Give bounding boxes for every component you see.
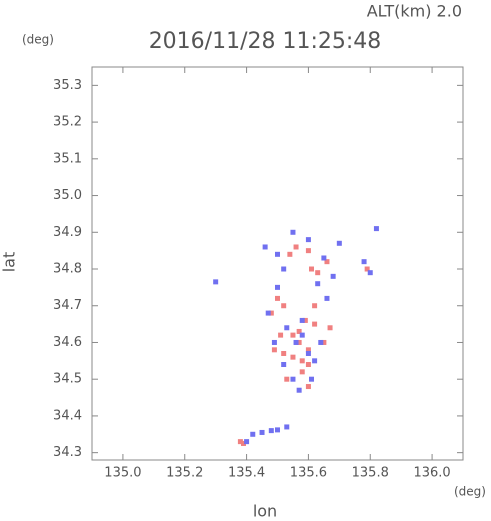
point (373, 226, 379, 232)
point (275, 251, 280, 257)
point (305, 237, 311, 243)
point (275, 295, 280, 301)
y-tick-label: 35.2 (53, 115, 82, 130)
point (296, 328, 302, 334)
y-tick-label: 34.7 (53, 298, 82, 313)
x-tick-label: 135.2 (166, 466, 203, 481)
point (364, 266, 370, 272)
point (312, 303, 318, 309)
point (305, 350, 311, 356)
point (321, 255, 327, 261)
point (259, 429, 265, 435)
x-tick-label: 135.0 (104, 466, 141, 481)
y-tick-label: 34.3 (53, 445, 82, 460)
point (299, 332, 305, 338)
point (290, 376, 296, 382)
y-tick-label: 34.9 (53, 225, 82, 240)
point (244, 439, 250, 445)
point (361, 259, 367, 265)
point (336, 240, 342, 246)
point (305, 248, 311, 254)
point (290, 332, 296, 338)
point (271, 347, 277, 353)
point (324, 295, 330, 301)
point (284, 376, 290, 382)
point (290, 229, 296, 235)
y-tick-label: 35.0 (53, 188, 82, 203)
point (305, 362, 311, 368)
point (367, 270, 373, 276)
y-tick-label: 35.1 (53, 151, 82, 166)
point (296, 339, 302, 345)
point (315, 281, 321, 287)
point (268, 310, 274, 316)
point (299, 369, 305, 375)
point (293, 244, 299, 250)
point (315, 270, 321, 276)
x-tick-label: 135.6 (290, 466, 327, 481)
point (237, 439, 243, 445)
point (299, 317, 305, 323)
x-axis-label: lon (253, 502, 277, 521)
point (284, 325, 290, 331)
point (327, 325, 333, 331)
point (318, 339, 324, 345)
point (293, 339, 299, 345)
point (324, 259, 330, 265)
y-tick-label: 34.6 (53, 335, 82, 350)
y-unit: (deg) (22, 33, 54, 47)
point (290, 354, 296, 360)
point (305, 347, 311, 353)
plot-frame (91, 66, 464, 461)
x-tick-label: 135.4 (228, 466, 265, 481)
x-tick-label: 136.0 (413, 466, 450, 481)
altitude-label: ALT(km) 2.0 (367, 2, 462, 21)
point (299, 358, 305, 364)
y-axis-label: lat (0, 252, 19, 273)
point (250, 431, 256, 437)
point (312, 321, 318, 327)
point (240, 440, 246, 446)
point (281, 303, 287, 309)
point (309, 266, 315, 272)
y-tick-label: 35.3 (53, 78, 82, 93)
y-tick-label: 34.4 (53, 408, 82, 423)
x-tick-label: 135.8 (352, 466, 389, 481)
point (281, 266, 287, 272)
point (262, 244, 268, 250)
x-unit: (deg) (454, 485, 486, 499)
point (296, 387, 302, 393)
point (284, 424, 290, 430)
point (321, 339, 327, 345)
point (265, 310, 271, 316)
chart-title: 2016/11/28 11:25:48 (149, 29, 382, 54)
point (278, 332, 284, 338)
point (213, 279, 219, 285)
point (302, 317, 308, 323)
y-tick-label: 34.8 (53, 262, 82, 277)
point (281, 350, 287, 356)
y-tick-label: 34.5 (53, 372, 82, 387)
point (275, 427, 280, 433)
point (309, 376, 315, 382)
point (275, 284, 280, 290)
point (312, 358, 318, 364)
point (268, 428, 274, 434)
point (281, 362, 287, 368)
point (287, 251, 293, 257)
point (271, 339, 277, 345)
point (330, 273, 336, 279)
point (305, 384, 311, 390)
